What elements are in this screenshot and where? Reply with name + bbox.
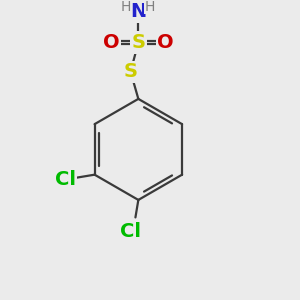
Text: O: O <box>103 33 119 52</box>
Text: S: S <box>131 33 145 52</box>
Text: S: S <box>124 62 138 81</box>
Text: Cl: Cl <box>55 170 76 189</box>
Text: H: H <box>145 0 155 14</box>
Text: H: H <box>121 0 131 14</box>
Text: O: O <box>157 33 174 52</box>
Text: Cl: Cl <box>120 221 141 241</box>
Text: N: N <box>130 2 146 21</box>
